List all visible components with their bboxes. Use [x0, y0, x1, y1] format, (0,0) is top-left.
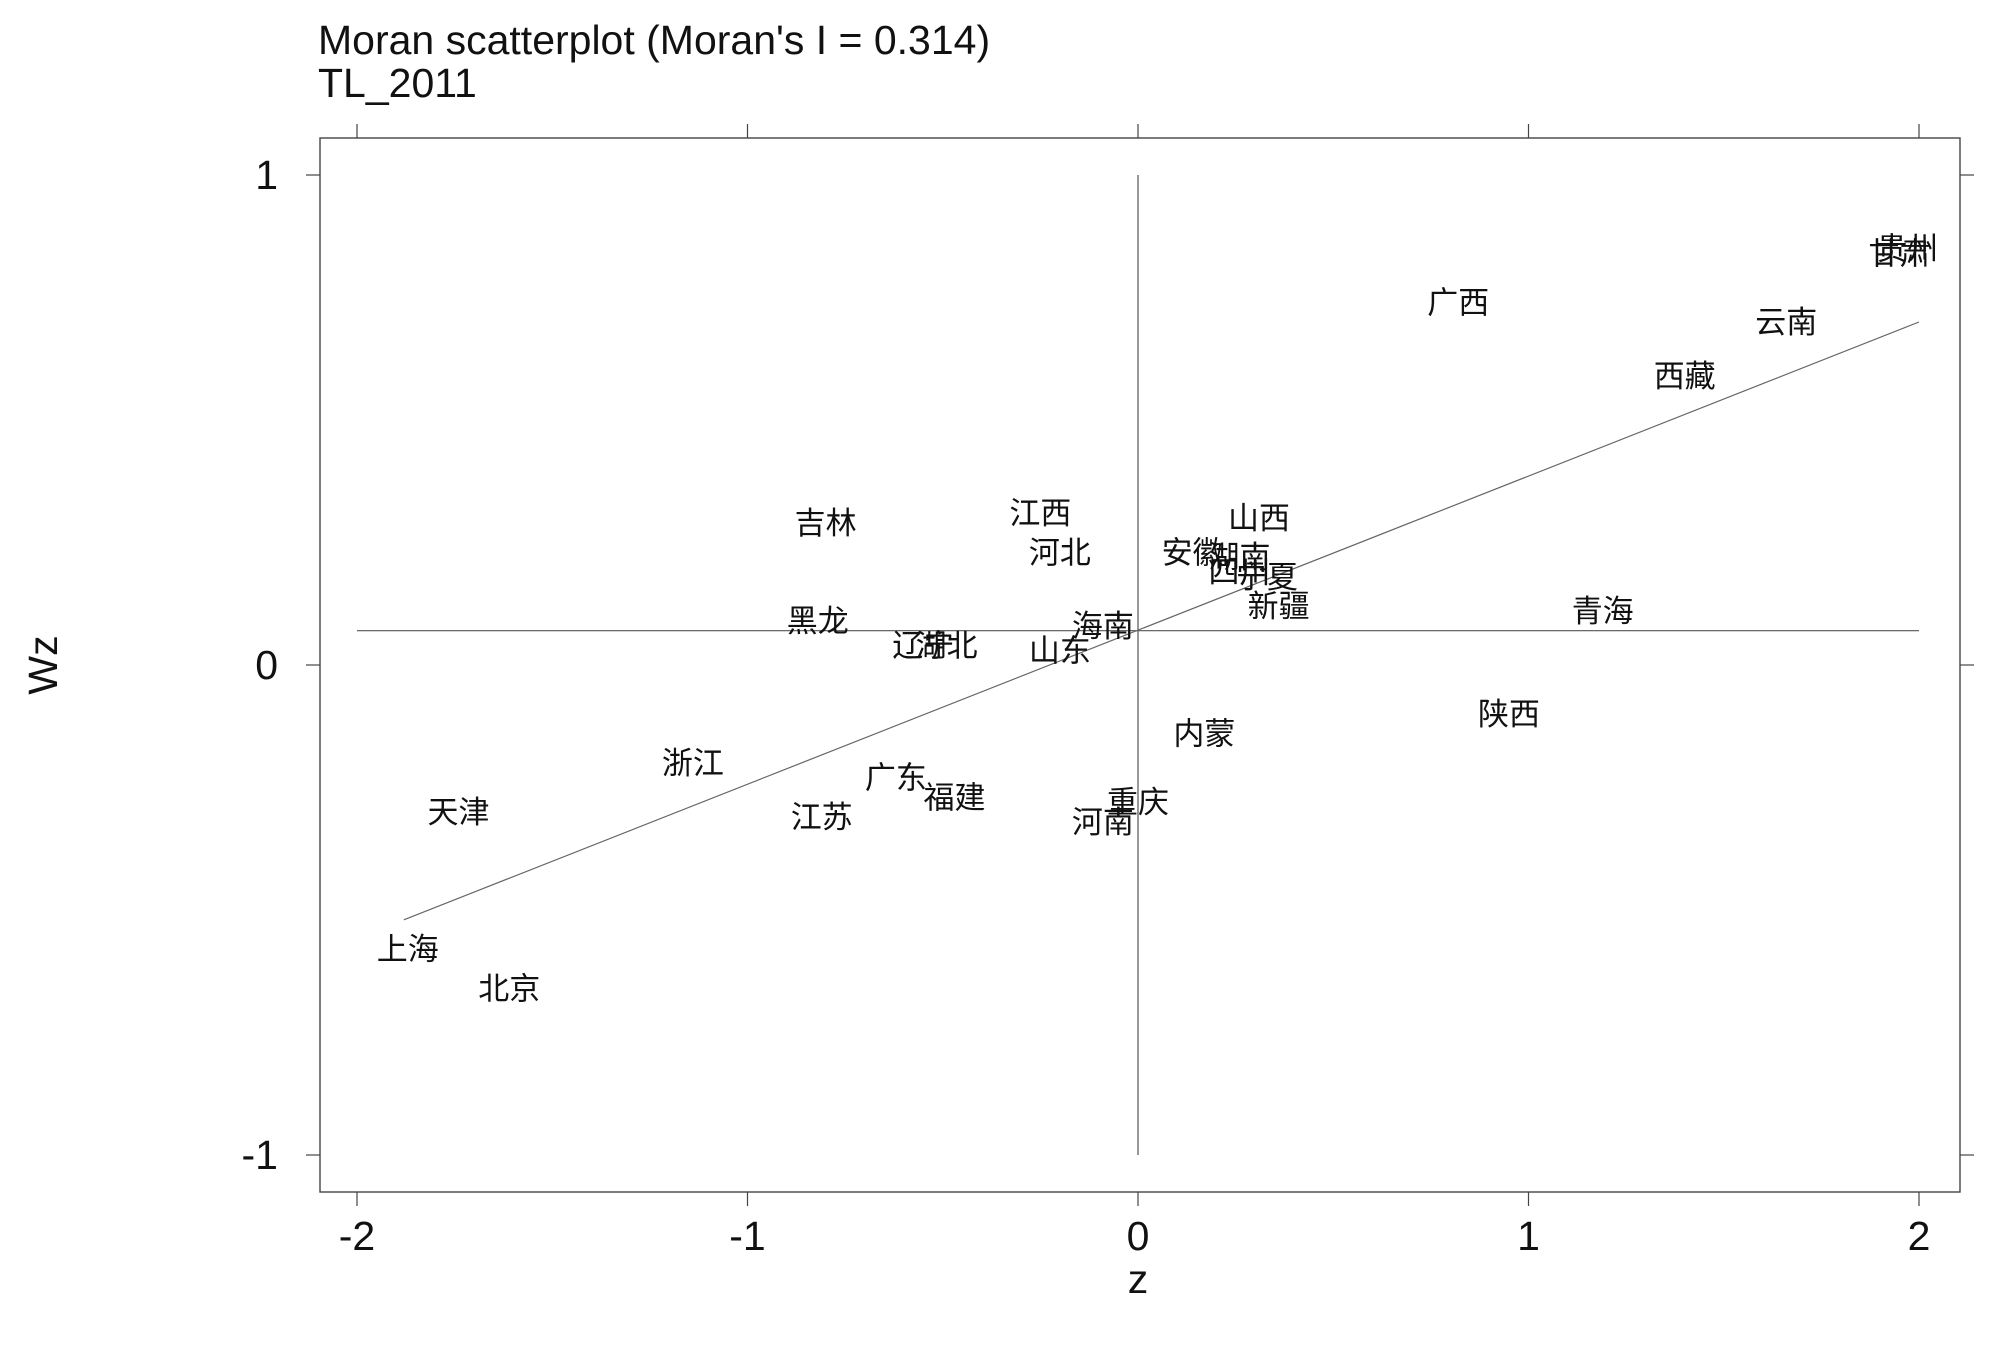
point-label: 安徽: [1162, 535, 1224, 571]
point-label: 云南: [1755, 305, 1817, 341]
point-label: 广东: [865, 761, 927, 797]
axis-ticks: -2 -1 0 1 2 -1 0 1: [242, 124, 1974, 1259]
point-label: 湖南: [1209, 540, 1271, 576]
point-label: 青海: [1572, 594, 1634, 630]
point-label: 天津: [428, 795, 490, 831]
point-label: 湖北: [916, 628, 978, 664]
point-label: 西藏: [1654, 359, 1716, 395]
x-tick-label: -1: [729, 1213, 765, 1259]
point-label: 吉林: [795, 506, 857, 542]
point-label: 河南: [1072, 805, 1134, 841]
point-label: 浙江: [662, 746, 724, 782]
point-label: 内蒙: [1173, 717, 1235, 753]
chart-subtitle: TL_2011: [318, 60, 477, 106]
point-label: 黑龙: [787, 604, 849, 640]
reference-lines: [357, 175, 1919, 1155]
fit-line: [403, 321, 1920, 921]
point-label: 北京: [478, 971, 540, 1007]
x-tick-label: -2: [339, 1213, 375, 1259]
point-label: 山东: [1029, 633, 1091, 669]
point-label: 江苏: [791, 800, 853, 836]
point-label: 山西: [1228, 501, 1290, 537]
fit-line-layer: [403, 321, 1920, 921]
point-label: 辽宁: [892, 628, 954, 664]
point-label: 贵州: [1876, 232, 1938, 268]
x-tick-label: 1: [1517, 1213, 1540, 1259]
y-tick-label: 0: [255, 642, 278, 688]
y-axis-label: Wz: [20, 635, 66, 694]
point-label: 甘肃: [1868, 236, 1930, 272]
point-label: 广西: [1427, 285, 1489, 321]
point-label: 上海: [377, 932, 439, 968]
chart-title: Moran scatterplot (Moran's I = 0.314): [318, 17, 990, 63]
x-axis-label: z: [1128, 1256, 1149, 1302]
point-label: 四川: [1209, 555, 1271, 591]
point-label: 宁夏: [1236, 560, 1298, 596]
point-label: 陕西: [1478, 697, 1540, 733]
point-label: 河北: [1029, 535, 1091, 571]
plot-frame: [319, 137, 1961, 1193]
point-label: 江西: [1009, 496, 1071, 532]
y-tick-label: 1: [255, 152, 278, 198]
y-tick-label: -1: [242, 1132, 278, 1178]
point-label: 重庆: [1107, 785, 1169, 821]
x-tick-label: 0: [1127, 1213, 1150, 1259]
x-tick-label: 2: [1908, 1213, 1931, 1259]
point-label: 福建: [923, 780, 985, 816]
point-label: 海南: [1072, 609, 1134, 645]
point-label: 新疆: [1248, 589, 1310, 625]
